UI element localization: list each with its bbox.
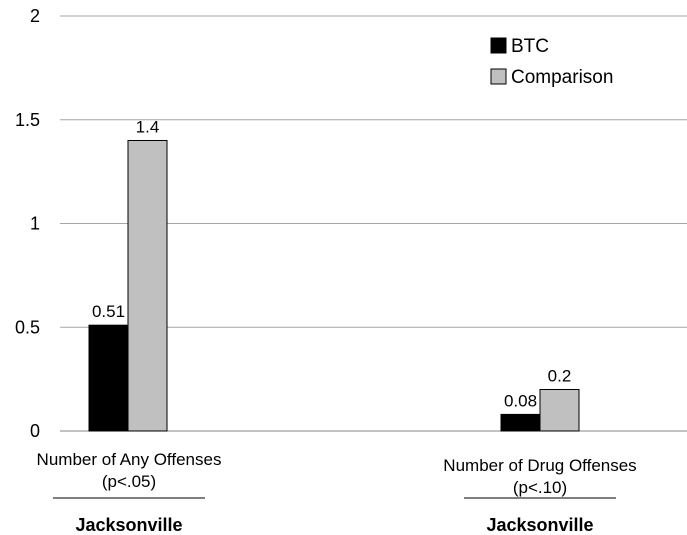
bars (88, 140, 580, 432)
legend-swatch-comparison (490, 68, 507, 85)
data-labels: 0.51 1.4 0.08 0.2 (92, 118, 571, 411)
category-label: Number of Any Offenses (37, 450, 222, 469)
bar-btc (88, 324, 129, 432)
y-tick-label: 0.5 (15, 317, 40, 337)
legend-label-comparison: Comparison (511, 67, 613, 88)
category-labels: Number of Any Offenses (p<.05) Jacksonvill… (37, 450, 637, 535)
category-label: Number of Drug Offenses (443, 456, 636, 475)
y-tick-label: 0 (30, 421, 40, 441)
bar-comparison (539, 389, 580, 432)
y-axis-ticks: 0 0.5 1 1.5 2 (15, 6, 40, 441)
bar-btc (500, 413, 541, 432)
group-label: Jacksonville (486, 515, 593, 535)
bar-comparison (127, 140, 168, 432)
legend-label-btc: BTC (511, 36, 549, 57)
group-label: Jacksonville (75, 515, 182, 535)
legend-swatch-btc (490, 37, 507, 54)
y-tick-label: 2 (30, 6, 40, 26)
category-sublabel: (p<.10) (513, 478, 567, 497)
data-label: 1.4 (136, 118, 160, 137)
data-label: 0.08 (504, 391, 537, 410)
y-tick-label: 1.5 (15, 110, 40, 130)
data-label: 0.51 (92, 302, 125, 321)
category-sublabel: (p<.05) (102, 472, 156, 491)
legend: BTC Comparison (490, 36, 613, 88)
data-label: 0.2 (548, 367, 572, 386)
y-tick-label: 1 (30, 214, 40, 234)
